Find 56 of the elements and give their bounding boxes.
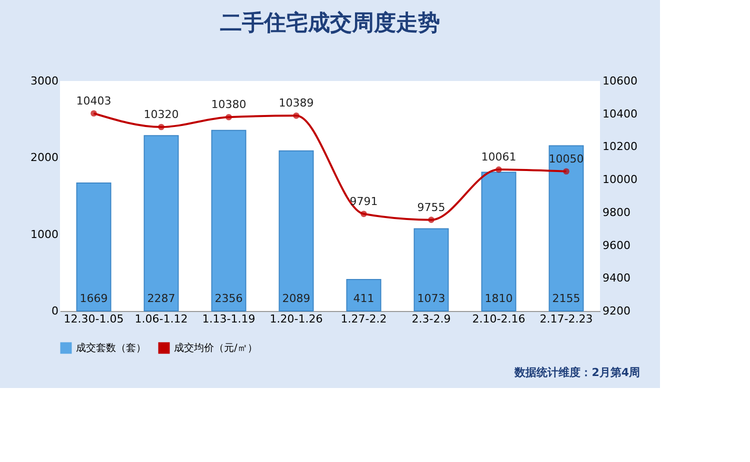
x-tick-label: 12.30-1.05 bbox=[64, 312, 124, 326]
data-label: 2155 bbox=[552, 292, 580, 305]
y2-tick-label: 9800 bbox=[602, 206, 630, 219]
bar bbox=[414, 228, 449, 312]
y-tick-label: 3000 bbox=[30, 74, 58, 88]
y2-tick-label: 10200 bbox=[602, 140, 638, 154]
y-tick-label: 1000 bbox=[30, 228, 58, 241]
data-label: 1669 bbox=[80, 292, 108, 305]
data-label: 411 bbox=[353, 292, 374, 305]
data-label: 10050 bbox=[548, 152, 584, 166]
x-tick-label: 2.10-2.16 bbox=[472, 312, 526, 326]
bar bbox=[346, 278, 382, 312]
data-label: 10320 bbox=[144, 108, 179, 121]
y2-tick-label: 10000 bbox=[602, 173, 638, 186]
y2-tick-label: 9400 bbox=[602, 272, 630, 285]
y2-tick-label: 10400 bbox=[602, 107, 638, 120]
bar bbox=[76, 182, 112, 312]
point bbox=[158, 124, 164, 130]
point bbox=[226, 114, 232, 120]
bar bbox=[548, 145, 584, 312]
point bbox=[293, 112, 300, 119]
data-label: 10389 bbox=[278, 96, 314, 110]
text: 数据统计维度：2月第4周 bbox=[514, 366, 640, 379]
x-tick-label: 1.13-1.19 bbox=[202, 312, 256, 326]
data-label: 10380 bbox=[211, 98, 246, 112]
point bbox=[90, 110, 97, 117]
x-tick-label: 1.20-1.26 bbox=[270, 312, 323, 326]
chart-title: 二手住宅成交周度走势 bbox=[220, 10, 440, 36]
x-tick-label: 2.3-2.9 bbox=[412, 312, 451, 326]
bar bbox=[278, 150, 314, 312]
data-label: 2089 bbox=[282, 292, 310, 305]
x-tick-label: 1.27-2.2 bbox=[340, 312, 387, 326]
bar bbox=[144, 135, 179, 312]
data-label: 2287 bbox=[147, 292, 176, 305]
point bbox=[360, 210, 367, 218]
point bbox=[496, 166, 502, 173]
y2-tick-label: 9200 bbox=[602, 304, 630, 318]
data-label: 1073 bbox=[417, 292, 446, 305]
y-tick-label: 2000 bbox=[30, 151, 58, 164]
legend-label: 成交均价（元/㎡） bbox=[174, 342, 258, 354]
legend-label: 成交套数（套） bbox=[76, 342, 146, 354]
data-label: 9791 bbox=[350, 194, 378, 208]
data-label: 1810 bbox=[484, 292, 513, 305]
point bbox=[428, 216, 434, 223]
bar bbox=[211, 130, 246, 312]
data-label: 10061 bbox=[481, 150, 516, 164]
y2-tick-label: 9600 bbox=[602, 238, 630, 252]
point bbox=[563, 168, 570, 175]
y-tick-label: 0 bbox=[52, 304, 58, 318]
data-label: 2356 bbox=[214, 292, 243, 305]
y2-tick-label: 10600 bbox=[602, 74, 638, 88]
x-tick-label: 2.17-2.23 bbox=[540, 312, 593, 326]
data-label: 10403 bbox=[76, 94, 112, 108]
x-tick-label: 1.06-1.12 bbox=[134, 312, 188, 326]
data-label: 9755 bbox=[417, 200, 446, 214]
bar bbox=[481, 172, 516, 312]
